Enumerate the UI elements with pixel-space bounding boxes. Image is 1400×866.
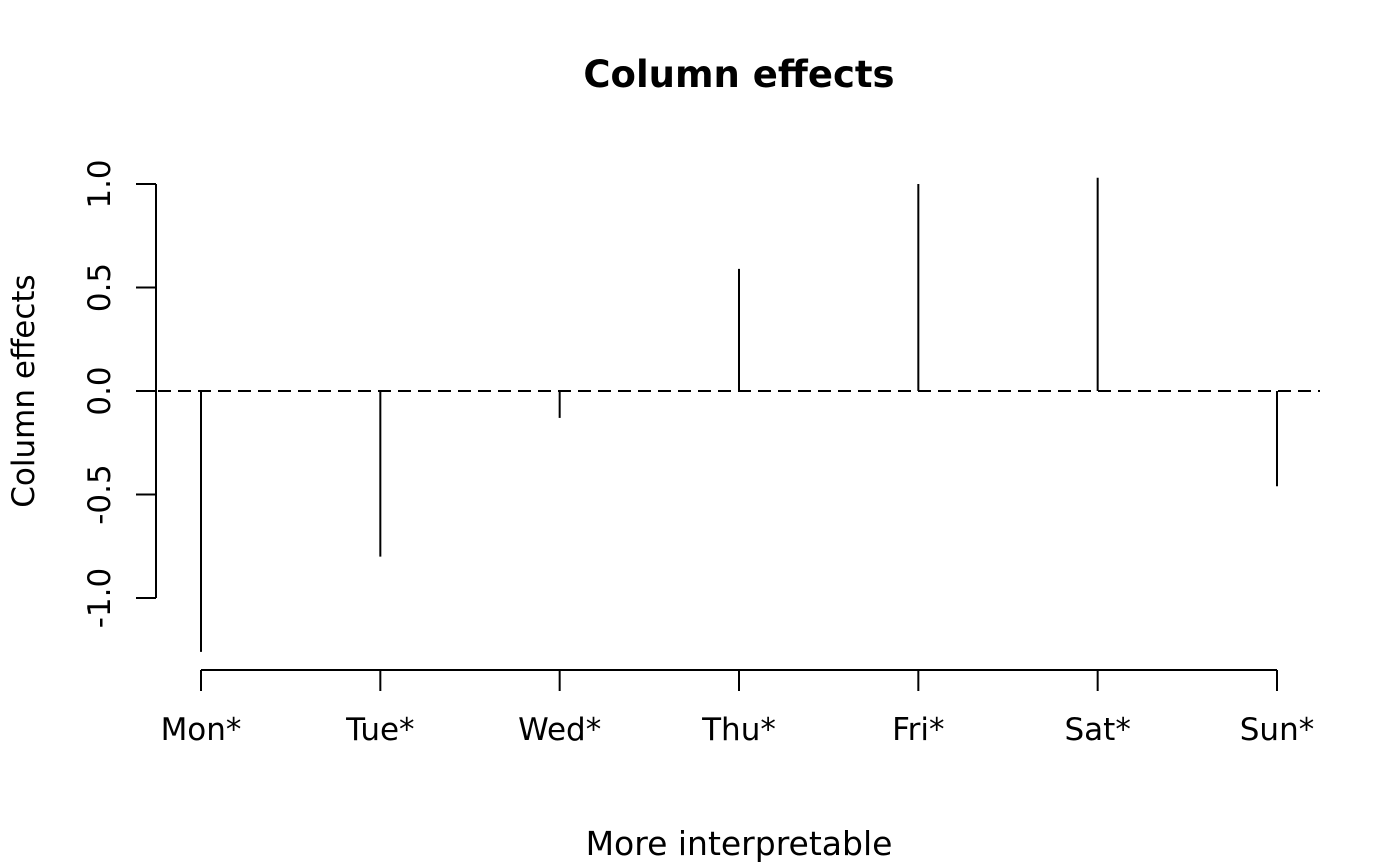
y-tick-label: 0.0 [82,366,118,415]
x-category-label: Tue* [345,712,414,748]
x-category-label: Sun* [1240,712,1314,748]
x-category-label: Wed* [518,712,601,748]
y-tick-label: 1.0 [82,159,118,208]
x-category-label: Mon* [161,712,242,748]
y-tick-label: 0.5 [82,263,118,312]
y-tick-label: -1.0 [82,568,118,629]
x-axis-caption: More interpretable [585,824,893,863]
x-category-label: Thu* [701,712,776,748]
x-category-label: Sat* [1064,712,1130,748]
x-category-label: Fri* [892,712,944,748]
chart-title: Column effects [583,53,895,96]
y-tick-label: -0.5 [82,464,118,525]
